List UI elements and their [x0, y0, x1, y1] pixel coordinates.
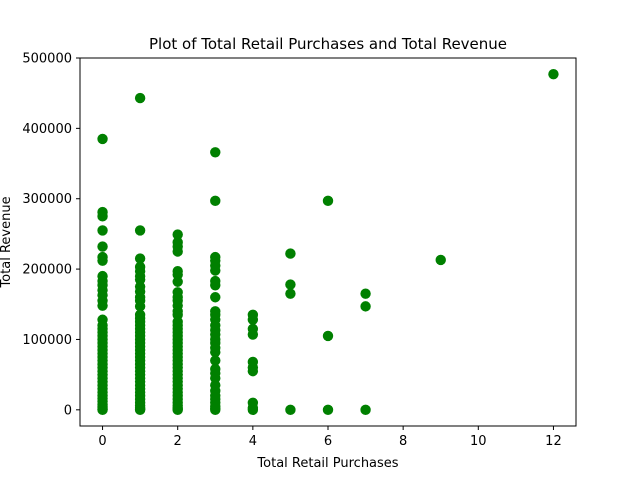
- data-point: [210, 355, 221, 366]
- data-point: [134, 253, 146, 264]
- y-tick-label: 200000: [22, 263, 72, 278]
- data-point: [210, 251, 221, 263]
- data-point: [210, 275, 221, 287]
- data-point: [210, 292, 221, 303]
- data-point: [134, 92, 146, 104]
- data-point: [435, 254, 446, 266]
- data-point: [210, 147, 221, 158]
- data-point: [134, 309, 146, 321]
- data-point: [97, 314, 108, 325]
- data-point: [247, 397, 259, 408]
- x-axis-ticks: 0 2 4 6 8 10 12: [98, 426, 562, 449]
- data-point: [210, 363, 221, 375]
- x-axis-label: Total Retail Purchases: [256, 456, 398, 471]
- data-point: [172, 237, 183, 248]
- y-axis-label: Total Revenue: [0, 196, 14, 288]
- data-point: [134, 225, 146, 236]
- y-tick-label: 100000: [22, 333, 72, 348]
- data-point: [247, 309, 259, 321]
- data-point: [247, 356, 259, 368]
- data-point: [172, 266, 183, 277]
- points-layer: [97, 68, 559, 416]
- data-point: [322, 195, 334, 207]
- data-point: [97, 270, 108, 282]
- data-point: [97, 251, 108, 263]
- x-tick-label: 10: [470, 434, 487, 449]
- data-point: [322, 330, 334, 342]
- chart-title: Plot of Total Retail Purchases and Total…: [149, 35, 507, 53]
- data-point: [97, 241, 108, 252]
- data-point: [285, 404, 296, 416]
- data-point: [360, 288, 371, 299]
- y-tick-label: 400000: [22, 122, 72, 137]
- data-point: [210, 306, 221, 317]
- data-point: [97, 133, 108, 145]
- y-axis-ticks: 0 100000 200000 300000 400000 500000: [22, 52, 80, 418]
- data-point: [172, 287, 183, 298]
- data-point: [360, 404, 371, 416]
- data-point: [360, 301, 371, 312]
- y-tick-label: 0: [64, 403, 72, 418]
- x-tick-label: 2: [174, 434, 182, 449]
- data-point: [247, 323, 259, 335]
- x-tick-label: 12: [545, 434, 562, 449]
- data-point: [134, 261, 146, 273]
- data-point: [548, 68, 559, 80]
- x-tick-label: 4: [249, 434, 257, 449]
- y-tick-label: 500000: [22, 52, 72, 67]
- y-tick-label: 300000: [22, 192, 72, 207]
- plot-area: 0 2 4 6 8 10 12 0 100000 200000 300000 400000 50000…: [22, 52, 577, 449]
- data-point: [285, 279, 296, 290]
- x-tick-label: 0: [98, 434, 106, 449]
- data-point: [172, 229, 183, 240]
- data-point: [285, 288, 296, 299]
- x-tick-label: 6: [324, 434, 332, 449]
- data-point: [322, 404, 334, 416]
- data-point: [210, 195, 221, 207]
- data-point: [97, 225, 108, 236]
- x-tick-label: 8: [399, 434, 407, 449]
- data-point: [97, 206, 108, 218]
- data-point: [285, 248, 296, 259]
